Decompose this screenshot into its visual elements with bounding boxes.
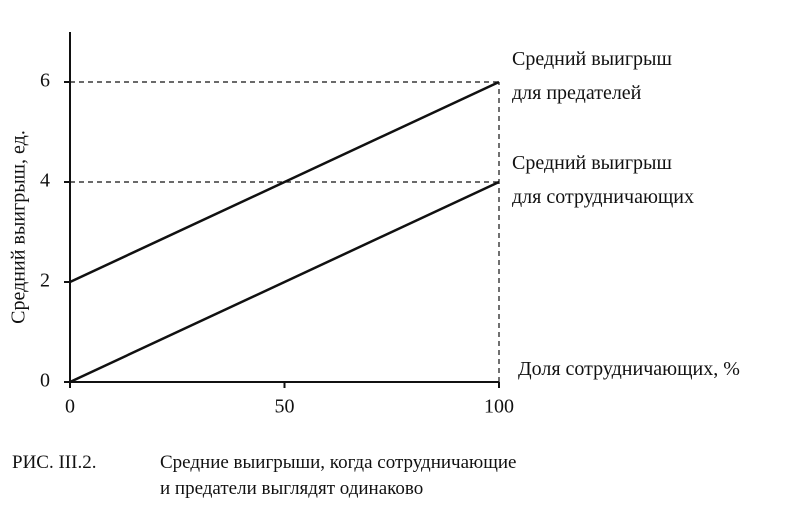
y-tick-label: 6	[40, 70, 50, 92]
y-tick-label: 2	[40, 270, 50, 292]
x-tick-label: 0	[65, 396, 75, 418]
x-axis-label: Доля сотрудничающих, %	[518, 358, 740, 380]
y-axis-label: Средний выигрыш, ед.	[8, 130, 30, 324]
caption: Средние выигрыши, когда сотрудничающие и…	[160, 452, 517, 499]
y-tick-label: 4	[40, 170, 50, 192]
legend-label: Средний выигрыш для сотрудничающих	[512, 152, 694, 208]
series-line	[69, 180, 500, 384]
figure-label: РИС. III.2.	[12, 452, 97, 473]
series-line	[69, 80, 500, 284]
legend-label: Средний выигрыш для предателей	[512, 48, 672, 104]
y-tick-label: 0	[40, 370, 50, 392]
x-tick-label: 100	[484, 396, 514, 418]
x-tick-label: 50	[275, 396, 295, 418]
